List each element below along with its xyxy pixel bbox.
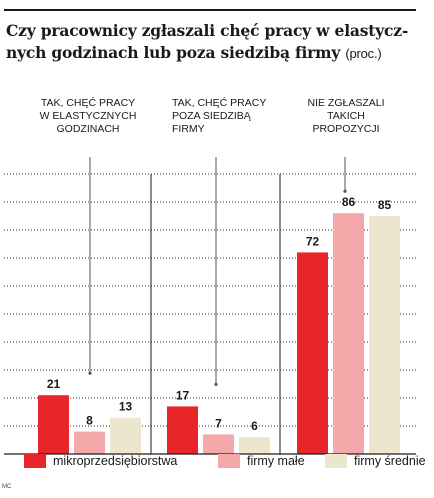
group-label-flexible-hours: TAK, CHĘĆ PRACY W ELASTYCZNYCH GODZINACH [18,97,158,136]
group-label-line: GODZINACH [56,123,120,135]
title-line-2: nych godzinach lub poza siedzibą firmy [6,43,341,62]
group-label-line: TAKICH [327,110,365,122]
top-rule [4,9,416,11]
bar [297,252,328,454]
legend-swatch-srednie [325,454,347,468]
bar [110,417,141,454]
group-label-remote: TAK, CHĘĆ PRACY POZA SIEDZIBĄ FIRMY [160,97,284,136]
bar [74,431,105,454]
data-label: 85 [378,198,392,212]
data-label: 86 [342,195,356,209]
legend-item-male: firmy małe [218,454,305,468]
bar [167,406,198,454]
bar [333,213,364,454]
legend-label: firmy średnie [354,454,426,468]
data-label: 7 [215,416,222,430]
credit-text: MC [2,484,12,490]
legend: mikroprzedsiębiorstwa firmy małe firmy ś… [0,446,434,476]
group-label-line: PROPOZYCJI [312,123,380,135]
legend-swatch-male [218,454,240,468]
leader-dot [343,189,347,193]
group-label-line: FIRMY [172,123,205,135]
leader-dot [214,382,218,386]
chart-title: Czy pracownicy zgłaszali chęć pracy w el… [6,20,431,65]
data-label: 13 [119,400,133,414]
legend-item-srednie: firmy średnie [325,454,426,468]
bar [239,437,270,454]
group-label-line: NIE ZGŁASZALI [307,97,385,109]
data-label: 17 [176,388,190,402]
bar [369,216,400,454]
group-label-no-proposals: NIE ZGŁASZALI TAKICH PROPOZYCJI [296,97,396,136]
group-label-line: TAK, CHĘĆ PRACY [172,97,267,109]
data-label: 21 [47,377,61,391]
leader-dot [88,371,92,375]
data-label: 8 [86,414,93,428]
data-label: 72 [306,234,320,248]
bar [38,395,69,454]
legend-swatch-mikro [24,454,46,468]
group-label-line: W ELASTYCZNYCH [39,110,137,122]
unit-label: (proc.) [345,46,382,61]
legend-item-mikro: mikroprzedsiębiorstwa [24,454,177,468]
title-line-1: Czy pracownicy zgłaszali chęć pracy w el… [6,21,409,40]
data-label: 6 [251,419,258,433]
group-label-line: TAK, CHĘĆ PRACY [40,97,136,109]
legend-label: mikroprzedsiębiorstwa [53,454,178,468]
bar [203,434,234,454]
group-label-line: POZA SIEDZIBĄ [172,110,251,122]
legend-label: firmy małe [247,454,305,468]
